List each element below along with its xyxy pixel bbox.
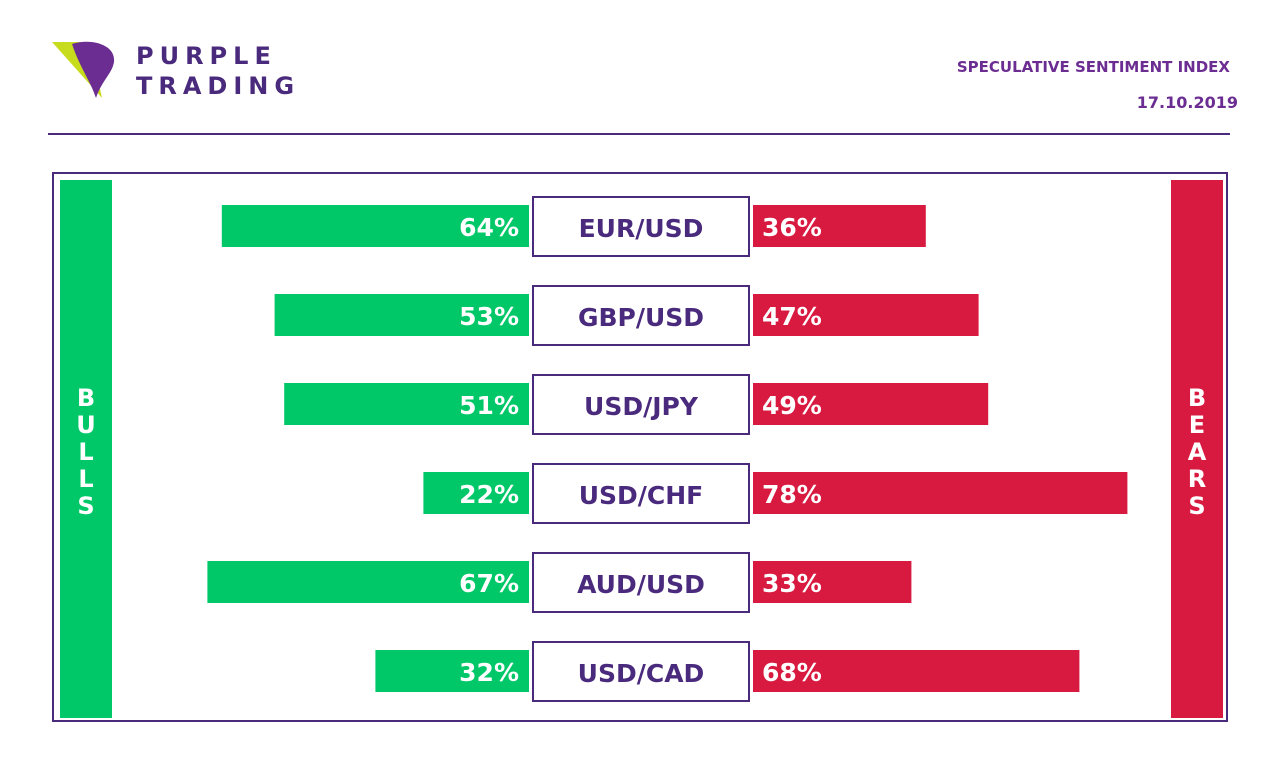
bull-bar [274,294,529,336]
bear-value-label: 36% [762,213,822,242]
brand-name-line1: PURPLE [136,42,277,70]
chart-panel [52,172,1228,722]
currency-pair-label: USD/CAD [578,659,705,688]
bull-bar [284,383,529,425]
currency-pair-box [532,374,750,435]
currency-pair-box [532,196,750,257]
bear-bar [753,650,1080,692]
page-title: SPECULATIVE SENTIMENT INDEX [956,58,1230,76]
side-letter: L [78,438,94,466]
side-letter: R [1187,465,1207,493]
currency-pair-label: GBP/USD [578,303,704,332]
bear-value-label: 78% [762,480,822,509]
side-letter: E [1188,411,1206,439]
bear-bar [753,294,979,336]
currency-pair-box [532,463,750,524]
bull-value-label: 22% [459,480,519,509]
bear-bar [753,205,926,247]
brand-name-line2: TRADING [136,72,301,100]
bull-value-label: 51% [459,391,519,420]
side-letter: U [76,411,96,439]
report-date: 17.10.2019 [1136,93,1238,112]
side-letter: S [1188,492,1206,520]
bear-bar [753,383,989,425]
side-letter: A [1187,438,1207,466]
bear-bar [753,561,912,603]
purple-trading-logo-icon [52,41,115,98]
bull-value-label: 64% [459,213,519,242]
brand-logo: PURPLE TRADING [50,38,320,100]
currency-pair-box [532,552,750,613]
bull-bar [375,650,529,692]
bear-value-label: 49% [762,391,822,420]
currency-pair-box [532,641,750,702]
currency-pair-label: USD/CHF [579,481,704,510]
bear-value-label: 47% [762,302,822,331]
bear-bar [753,472,1128,514]
bull-bar [221,205,530,247]
currency-pair-box [532,285,750,346]
bull-value-label: 53% [459,302,519,331]
bull-bar [423,472,529,514]
currency-pair-label: USD/JPY [584,392,699,421]
side-letter: B [1187,384,1207,412]
currency-pair-label: AUD/USD [577,570,705,599]
side-letter: L [78,465,94,493]
bear-value-label: 33% [762,569,822,598]
side-letter: S [77,492,95,520]
bear-value-label: 68% [762,658,822,687]
bull-value-label: 67% [459,569,519,598]
currency-pair-label: EUR/USD [579,214,704,243]
bull-bar [207,561,529,603]
side-letter: B [76,384,96,412]
header-divider [48,133,1230,135]
bull-value-label: 32% [459,658,519,687]
